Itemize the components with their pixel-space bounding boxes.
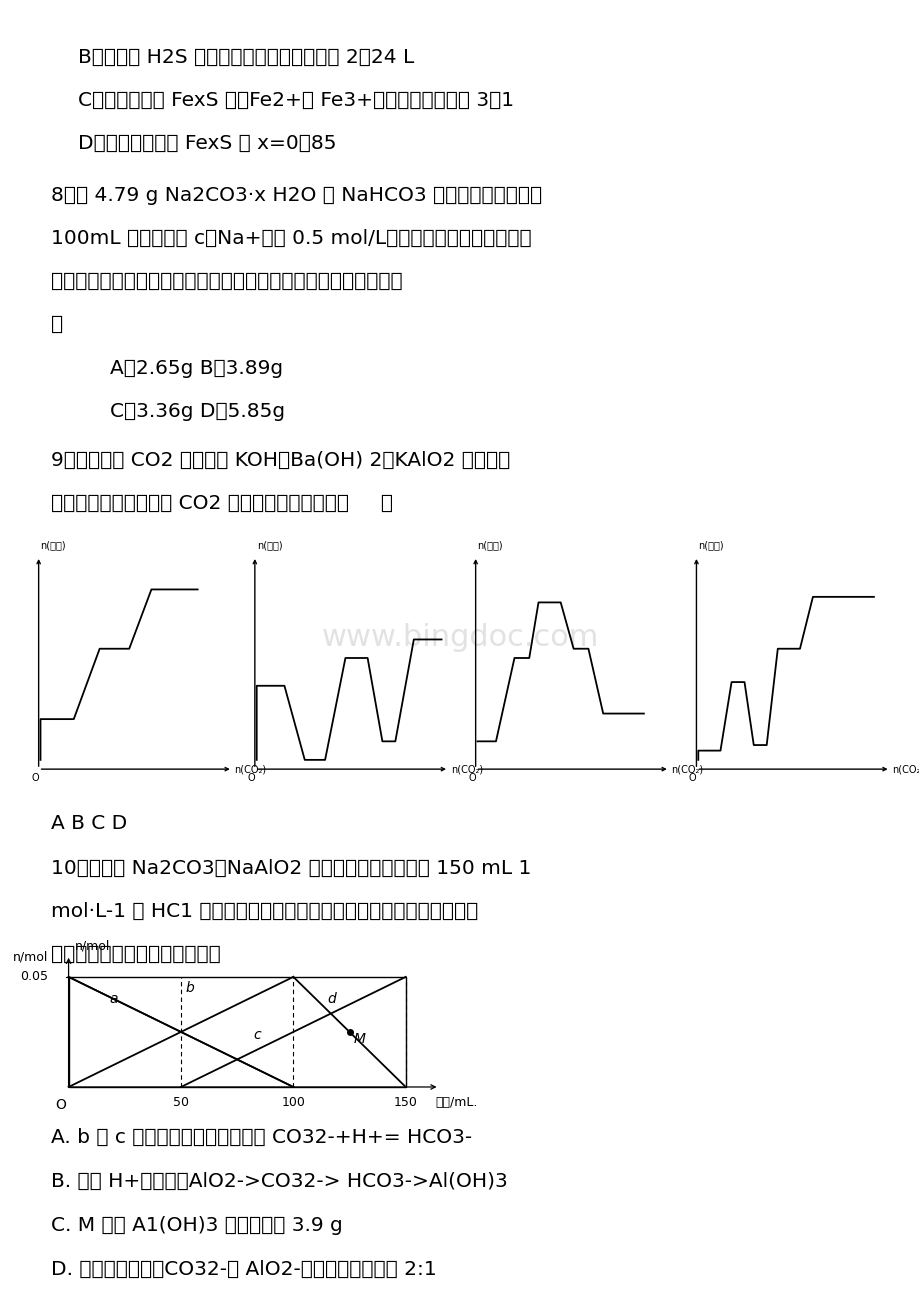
Text: 入足量的盐酸，充分加热蕊干至质量不变时，所得固体的质量为（: 入足量的盐酸，充分加热蕊干至质量不变时，所得固体的质量为（ [51, 272, 402, 292]
Text: C．3.36g D．5.85g: C．3.36g D．5.85g [110, 402, 285, 422]
Text: mol·L-1 的 HC1 溶液，测得溶液中某几种离子的物质的量的变化情况: mol·L-1 的 HC1 溶液，测得溶液中某几种离子的物质的量的变化情况 [51, 902, 477, 922]
Text: A．2.65g B．3.89g: A．2.65g B．3.89g [110, 359, 283, 379]
Text: B．生成的 H2S 气体在标准状况下的体积为 2．24 L: B．生成的 H2S 气体在标准状况下的体积为 2．24 L [78, 48, 414, 68]
Text: ）: ） [51, 315, 62, 335]
Text: C．该磁黄铁矿 FexS 中，Fe2+与 Fe3+的物质的量之比为 3：1: C．该磁黄铁矿 FexS 中，Fe2+与 Fe3+的物质的量之比为 3：1 [78, 91, 514, 111]
Text: A B C D: A B C D [51, 814, 127, 833]
Text: D. 原混合溶液中，CO32-与 AlO2-的物质的量之比为 2:1: D. 原混合溶液中，CO32-与 AlO2-的物质的量之比为 2:1 [51, 1260, 436, 1280]
Text: 9、将足量的 CO2 不断通入 KOH、Ba(OH) 2、KAlO2 的混合溶: 9、将足量的 CO2 不断通入 KOH、Ba(OH) 2、KAlO2 的混合溶 [51, 450, 509, 470]
Text: 8、将 4.79 g Na2CO3·x H2O 与 NaHCO3 的混合物溢于水配成: 8、将 4.79 g Na2CO3·x H2O 与 NaHCO3 的混合物溢于水… [51, 186, 541, 206]
Text: 液中，生成沉淠与通入 CO2 的量的关系可表示为（     ）: 液中，生成沉淠与通入 CO2 的量的关系可表示为（ ） [51, 493, 392, 513]
Text: B. 结合 H+的能力：AlO2->CO32-> HCO3->Al(OH)3: B. 结合 H+的能力：AlO2->CO32-> HCO3->Al(OH)3 [51, 1172, 506, 1191]
Text: D．该磁黄铁矿中 FexS 的 x=0．85: D．该磁黄铁矿中 FexS 的 x=0．85 [78, 134, 336, 154]
Text: A. b 和 c 曲线表示的离子反应均为 CO32-+H+= HCO3-: A. b 和 c 曲线表示的离子反应均为 CO32-+H+= HCO3- [51, 1128, 471, 1147]
Text: 如图所示。下列说法不正确的是: 如图所示。下列说法不正确的是 [51, 945, 221, 965]
Text: 100mL 溶液，测得 c（Na+）为 0.5 mol/L。再取同质量的混合物，加: 100mL 溶液，测得 c（Na+）为 0.5 mol/L。再取同质量的混合物，… [51, 229, 530, 249]
Text: 10、向含有 Na2CO3、NaAlO2 的混合溶液中逐滴加入 150 mL 1: 10、向含有 Na2CO3、NaAlO2 的混合溶液中逐滴加入 150 mL 1 [51, 859, 530, 879]
Text: www.bingdoc.com: www.bingdoc.com [321, 624, 598, 652]
Text: C. M 点时 A1(OH)3 的质量等于 3.9 g: C. M 点时 A1(OH)3 的质量等于 3.9 g [51, 1216, 342, 1236]
